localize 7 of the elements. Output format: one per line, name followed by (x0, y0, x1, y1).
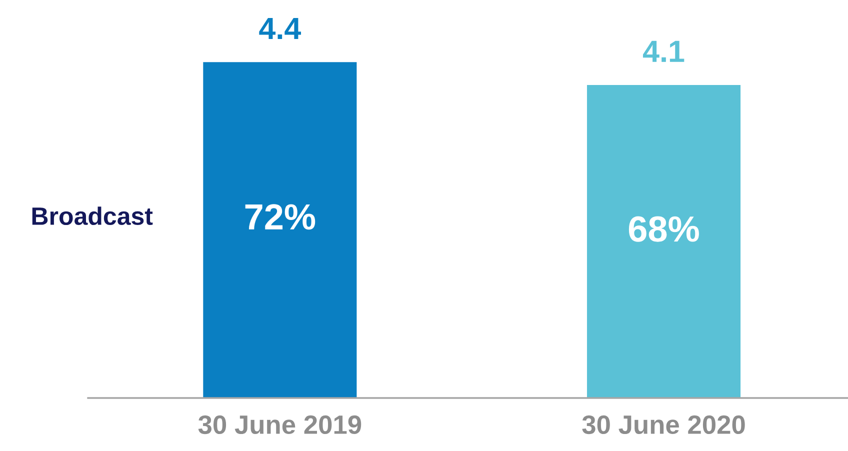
annotation: 72% (245, 204, 316, 230)
annotation: 68% (628, 216, 699, 242)
x-tick-label: 30 June 2020 (582, 415, 745, 434)
annotation: Broadcast (32, 206, 153, 226)
data-label: 4.1 (642, 40, 684, 62)
data-label: 4.4 (259, 18, 301, 39)
x-tick-label: 30 June 2019 (198, 415, 362, 434)
